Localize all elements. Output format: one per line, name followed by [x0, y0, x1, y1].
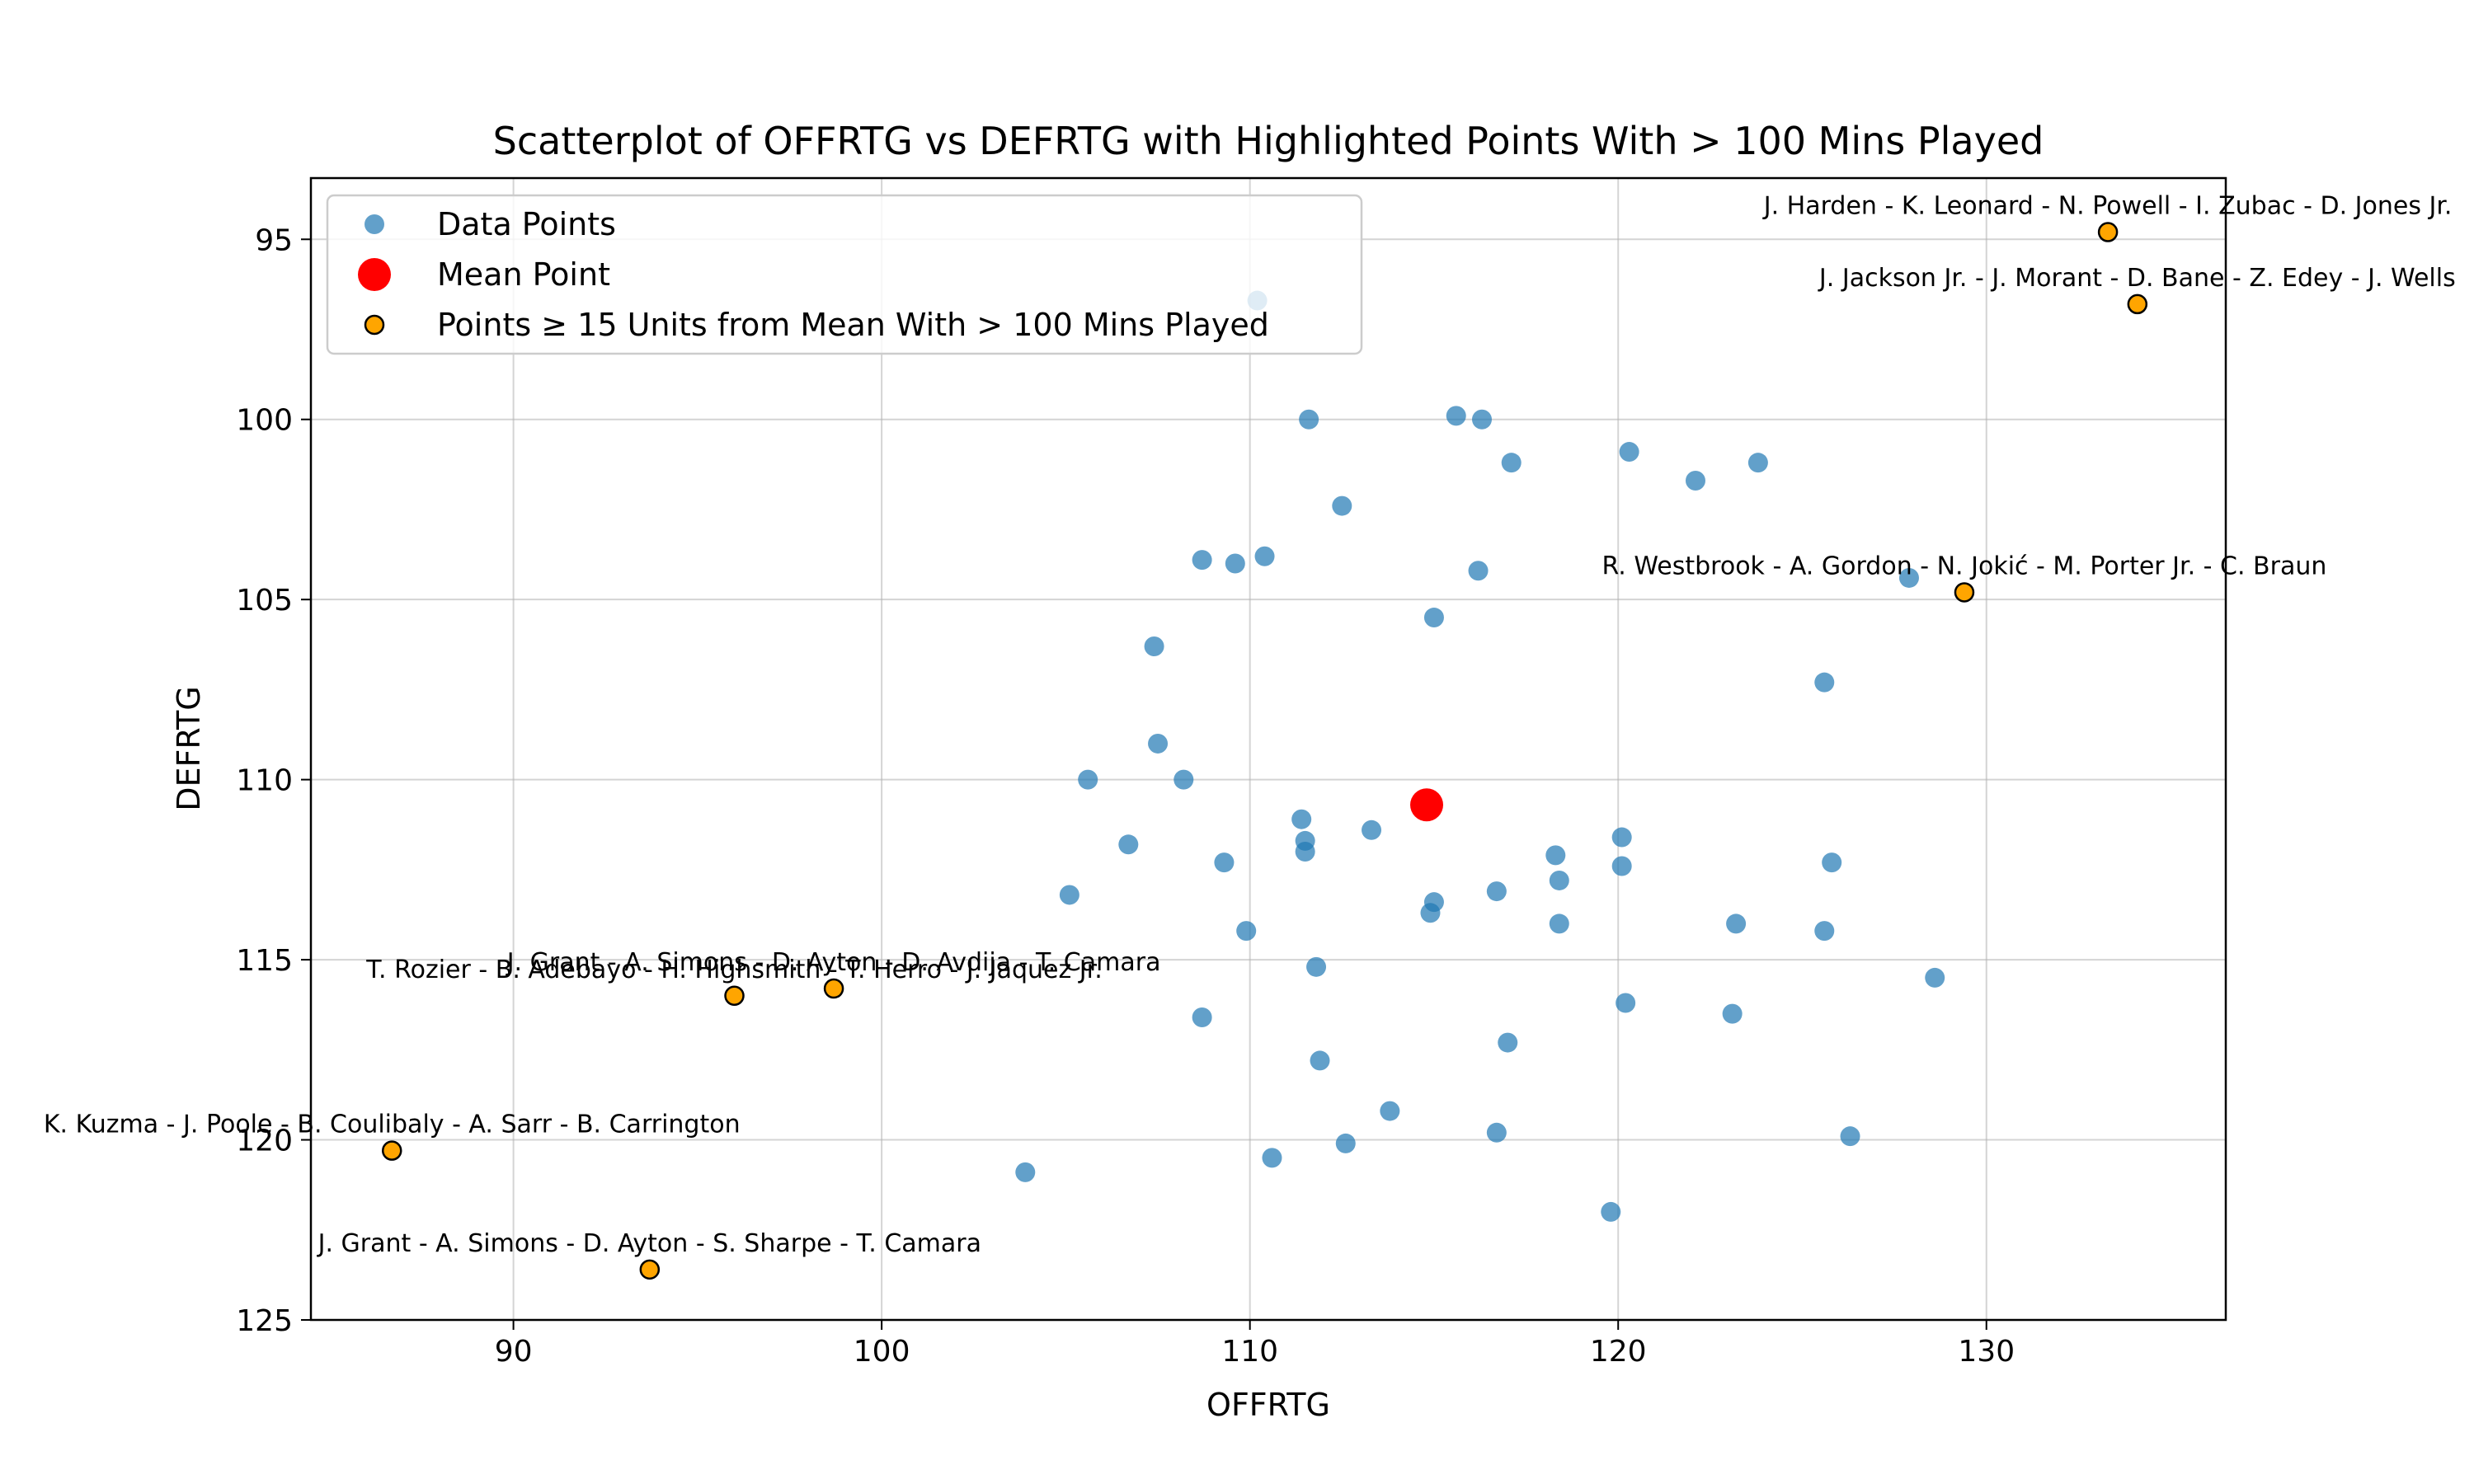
highlighted-point — [823, 978, 844, 999]
y-axis-label: DEFRTG — [171, 686, 207, 810]
data-point — [1291, 809, 1312, 829]
legend-marker-highlight — [364, 314, 385, 336]
data-point — [1262, 1148, 1282, 1168]
point-annotation: T. Rozier - B. Adebayo - H. Highsmith - … — [365, 956, 1102, 984]
data-point — [1549, 870, 1569, 890]
data-point — [1380, 1101, 1400, 1121]
data-point — [1822, 852, 1842, 873]
data-point — [1362, 819, 1382, 840]
data-point — [1726, 913, 1747, 934]
highlighted-point — [1954, 582, 1975, 603]
chart-title: Scatterplot of OFFRTG vs DEFRTG with Hig… — [493, 119, 2044, 163]
highlighted-point — [724, 985, 745, 1007]
data-point — [1498, 1032, 1518, 1053]
legend-label: Mean Point — [437, 256, 610, 293]
point-annotation: J. Grant - A. Simons - D. Ayton - D. Avd… — [506, 948, 1161, 977]
data-point — [1501, 453, 1522, 473]
y-tick-label: 120 — [236, 1125, 293, 1158]
data-point — [1299, 409, 1319, 430]
data-point — [1144, 636, 1164, 656]
data-point — [1611, 856, 1632, 876]
y-tick-label: 95 — [255, 223, 293, 257]
data-point — [1486, 881, 1507, 902]
data-point — [1616, 993, 1636, 1013]
highlighted-point — [2097, 222, 2119, 242]
data-point — [1747, 453, 1768, 473]
data-point — [1078, 769, 1098, 790]
data-point — [1420, 903, 1441, 923]
data-point — [1192, 550, 1212, 571]
x-axis-label: OFFRTG — [1206, 1387, 1330, 1423]
data-point — [1332, 495, 1352, 516]
point-annotations: J. Harden - K. Leonard - N. Powell - I. … — [44, 192, 2456, 1258]
data-point — [1148, 733, 1169, 754]
mean-point — [1410, 788, 1444, 822]
x-tick-label: 130 — [1958, 1335, 2015, 1369]
x-tick-label: 90 — [495, 1335, 533, 1369]
data-point — [1335, 1133, 1356, 1153]
data-point — [1446, 406, 1466, 426]
highlighted-point — [639, 1259, 661, 1280]
data-point — [1174, 769, 1194, 790]
x-tick-label: 120 — [1590, 1335, 1647, 1369]
data-point — [1225, 553, 1245, 574]
point-annotation: R. Westbrook - A. Gordon - N. Jokić - M.… — [1602, 552, 2327, 580]
data-points — [381, 222, 2148, 1280]
y-tick-label: 125 — [236, 1304, 293, 1338]
data-point — [1015, 1162, 1036, 1182]
x-tick-label: 100 — [854, 1335, 910, 1369]
data-point — [1722, 1003, 1743, 1024]
data-point — [1619, 442, 1639, 463]
point-annotation: J. Grant - A. Simons - D. Ayton - S. Sha… — [317, 1229, 981, 1258]
data-point — [1236, 921, 1257, 942]
legend-label: Points ≥ 15 Units from Mean With > 100 M… — [437, 307, 1269, 343]
data-point — [1545, 845, 1566, 866]
legend: Data Points Mean Point Points ≥ 15 Units f… — [326, 194, 1363, 355]
point-annotation: K. Kuzma - J. Poole - B. Coulibaly - A. … — [44, 1111, 741, 1139]
highlighted-point — [2127, 294, 2148, 315]
data-point — [1840, 1126, 1860, 1147]
y-axis-ticks: 95 100 105 110 115 120 125 — [236, 223, 311, 1338]
data-point — [1814, 921, 1835, 942]
legend-label: Data Points — [437, 206, 616, 242]
data-point — [1898, 567, 1919, 588]
y-tick-label: 100 — [236, 404, 293, 438]
data-point — [1306, 956, 1327, 977]
data-point — [1118, 834, 1139, 855]
data-point — [1549, 913, 1569, 934]
x-tick-label: 110 — [1221, 1335, 1278, 1369]
y-tick-label: 105 — [236, 584, 293, 618]
data-point — [1295, 842, 1315, 862]
legend-marker-mean — [358, 258, 391, 291]
plot-frame — [309, 176, 2227, 1322]
legend-box — [326, 194, 1363, 355]
data-point — [1814, 672, 1835, 693]
x-axis-ticks: 90 100 110 120 130 — [495, 1320, 2015, 1369]
data-point — [1423, 608, 1444, 628]
data-point — [1059, 885, 1079, 905]
data-point — [1685, 471, 1705, 491]
y-tick-label: 115 — [236, 944, 293, 978]
data-point — [1254, 546, 1275, 566]
data-point — [1192, 1007, 1212, 1027]
data-point — [1611, 827, 1632, 848]
point-annotation: J. Jackson Jr. - J. Morant - D. Bane - Z… — [1818, 264, 2456, 293]
data-point — [1925, 967, 1945, 988]
legend-marker-data — [365, 214, 384, 234]
data-point — [1601, 1201, 1621, 1222]
point-annotation: J. Harden - K. Leonard - N. Powell - I. … — [1762, 192, 2453, 221]
y-tick-label: 110 — [236, 764, 293, 798]
data-point — [1310, 1050, 1330, 1071]
data-point — [1471, 409, 1492, 430]
data-point — [1468, 561, 1489, 581]
highlighted-point — [381, 1140, 402, 1161]
data-point — [1486, 1122, 1507, 1143]
data-point — [1214, 852, 1235, 873]
